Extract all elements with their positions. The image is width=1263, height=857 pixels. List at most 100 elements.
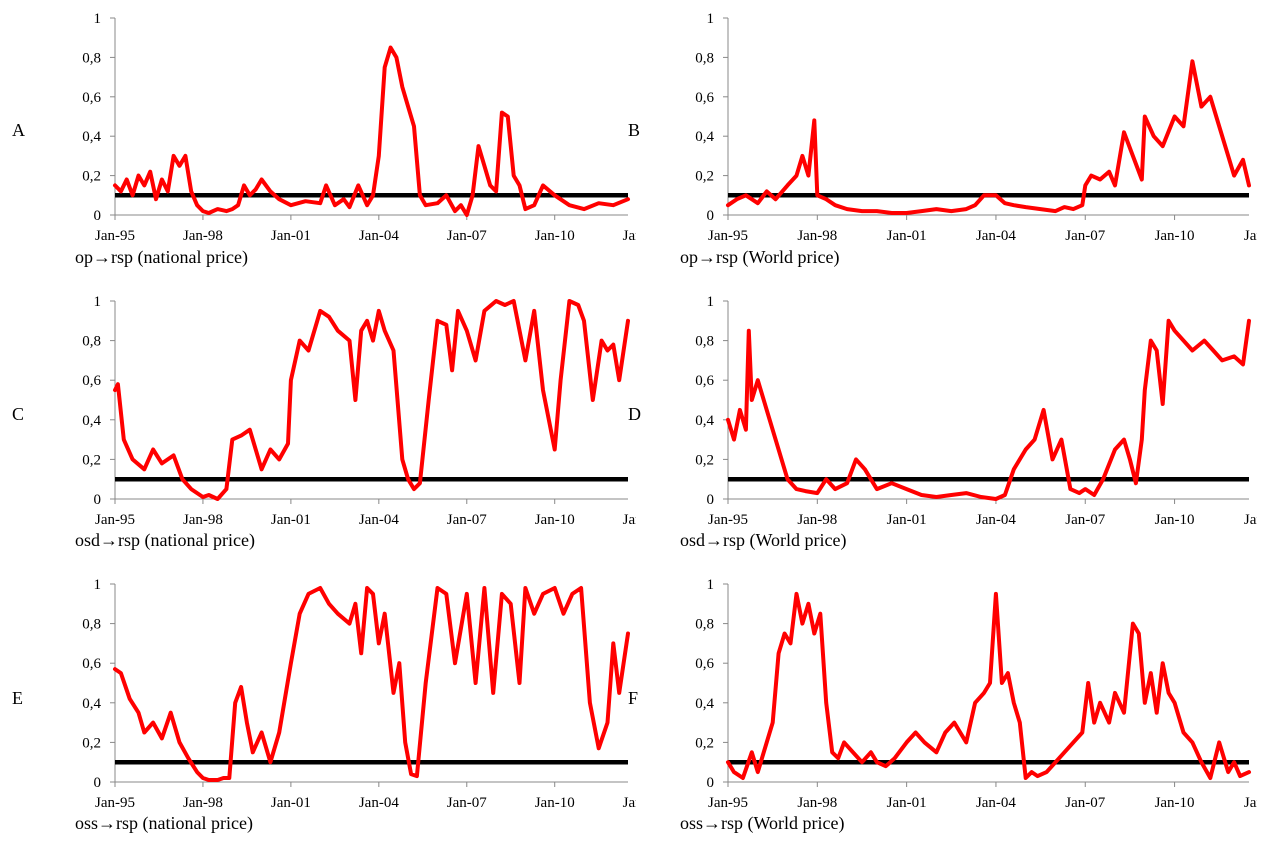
y-tick-label: 0,8 bbox=[695, 334, 714, 350]
x-tick-label: Jan-98 bbox=[183, 228, 223, 244]
x-tick-label: Jan-01 bbox=[271, 228, 311, 244]
y-tick-label: 0,2 bbox=[82, 452, 101, 468]
x-tick-label: Jan-10 bbox=[1155, 795, 1195, 811]
y-tick-label: 0,2 bbox=[82, 735, 101, 751]
x-tick-label: Jan-01 bbox=[271, 795, 311, 811]
y-tick-label: 0,6 bbox=[695, 90, 714, 106]
x-tick-label: Jan-01 bbox=[887, 228, 927, 244]
y-tick-label: 0,6 bbox=[82, 373, 101, 389]
x-tick-label: Jan-13 bbox=[623, 512, 663, 528]
x-tick-label: Jan-95 bbox=[95, 228, 135, 244]
y-tick-label: 0,8 bbox=[695, 617, 714, 633]
panel-caption: op→rsp (World price) bbox=[680, 247, 840, 268]
y-tick-label: 0,4 bbox=[695, 696, 714, 712]
y-tick-label: 0,8 bbox=[82, 617, 101, 633]
panel-letter: F bbox=[628, 688, 638, 708]
panel-letter: C bbox=[12, 404, 24, 424]
panel-caption: osd→rsp (World price) bbox=[680, 530, 847, 551]
y-tick-label: 0,6 bbox=[82, 656, 101, 672]
x-tick-label: Jan-07 bbox=[447, 795, 487, 811]
x-tick-label: Jan-10 bbox=[535, 512, 575, 528]
y-tick-label: 0 bbox=[707, 775, 715, 791]
series-line bbox=[726, 591, 1251, 780]
y-tick-label: 0,4 bbox=[695, 129, 714, 145]
x-tick-label: Jan-01 bbox=[271, 512, 311, 528]
y-tick-label: 0 bbox=[94, 492, 102, 508]
x-tick-label: Jan-07 bbox=[1065, 512, 1105, 528]
x-tick-label: Jan-04 bbox=[359, 512, 399, 528]
x-tick-label: Jan-13 bbox=[623, 795, 663, 811]
x-tick-label: Jan-07 bbox=[447, 512, 487, 528]
y-tick-label: 1 bbox=[707, 577, 715, 593]
x-tick-label: Jan-04 bbox=[976, 795, 1016, 811]
panel-caption: oss→rsp (national price) bbox=[75, 813, 253, 834]
x-tick-label: Jan-98 bbox=[797, 795, 837, 811]
x-tick-labels: Jan-95 Jan-98 Jan-01 Jan-04 Jan-07 Jan-10 Jan-… bbox=[95, 228, 663, 244]
y-tick-label: 0 bbox=[707, 208, 715, 224]
series-line bbox=[113, 299, 630, 501]
x-tick-label: Jan-01 bbox=[887, 512, 927, 528]
x-tick-label: Jan-07 bbox=[1065, 795, 1105, 811]
y-tick-label: 0,6 bbox=[695, 656, 714, 672]
series-line bbox=[726, 318, 1251, 501]
x-tick-label: Jan-95 bbox=[95, 512, 135, 528]
x-tick-label: Jan-04 bbox=[359, 795, 399, 811]
x-tick-label: Jan-95 bbox=[708, 512, 748, 528]
x-tick-labels: Jan-95 Jan-98 Jan-01 Jan-04 Jan-07 Jan-10 Jan-… bbox=[95, 795, 663, 811]
panel-caption: op→rsp (national price) bbox=[75, 247, 248, 268]
x-tick-label: Jan-10 bbox=[1155, 512, 1195, 528]
series-line bbox=[113, 45, 630, 217]
y-tick-label: 0,2 bbox=[695, 169, 714, 185]
x-tick-label: Jan-95 bbox=[95, 795, 135, 811]
y-tick-label: 0 bbox=[94, 208, 102, 224]
x-tick-label: Jan-13 bbox=[1244, 228, 1263, 244]
y-tick-label: 0,8 bbox=[82, 50, 101, 66]
x-tick-labels: Jan-95 Jan-98 Jan-01 Jan-04 Jan-07 Jan-10 Jan-… bbox=[95, 512, 663, 528]
y-tick-label: 1 bbox=[94, 11, 102, 27]
y-tick-label: 0,2 bbox=[82, 169, 101, 185]
x-tick-label: Jan-04 bbox=[976, 228, 1016, 244]
x-tick-label: Jan-98 bbox=[183, 512, 223, 528]
x-tick-label: Jan-98 bbox=[183, 795, 223, 811]
x-tick-labels: Jan-95 Jan-98 Jan-01 Jan-04 Jan-07 Jan-10 Jan-… bbox=[708, 512, 1263, 528]
panel-letter: E bbox=[12, 688, 23, 708]
y-tick-label: 0,4 bbox=[82, 413, 101, 429]
panel-letter: A bbox=[12, 120, 25, 140]
panel-letter: B bbox=[628, 120, 640, 140]
x-tick-label: Jan-13 bbox=[623, 228, 663, 244]
x-tick-label: Jan-95 bbox=[708, 228, 748, 244]
panel-letter: D bbox=[628, 404, 641, 424]
y-tick-label: 1 bbox=[707, 294, 715, 310]
y-tick-label: 0,6 bbox=[82, 90, 101, 106]
y-tick-label: 0 bbox=[707, 492, 715, 508]
y-tick-label: 0,8 bbox=[695, 50, 714, 66]
x-tick-label: Jan-13 bbox=[1244, 512, 1263, 528]
panel-caption: osd→rsp (national price) bbox=[75, 530, 255, 551]
series-line bbox=[113, 586, 630, 782]
x-tick-label: Jan-10 bbox=[535, 795, 575, 811]
x-tick-labels: Jan-95 Jan-98 Jan-01 Jan-04 Jan-07 Jan-10 Jan-… bbox=[708, 228, 1263, 244]
x-tick-labels: Jan-95 Jan-98 Jan-01 Jan-04 Jan-07 Jan-10 Jan-… bbox=[708, 795, 1257, 811]
x-tick-label: Jan-10 bbox=[535, 228, 575, 244]
y-tick-label: 1 bbox=[94, 294, 102, 310]
y-tick-label: 0,8 bbox=[82, 334, 101, 350]
y-tick-label: 0,2 bbox=[695, 735, 714, 751]
y-tick-label: 1 bbox=[94, 577, 102, 593]
panel-caption: oss→rsp (World price) bbox=[680, 813, 845, 834]
x-tick-label: Jan-04 bbox=[359, 228, 399, 244]
x-tick-label: Jan-98 bbox=[797, 512, 837, 528]
x-tick-label: Jan-10 bbox=[1155, 228, 1195, 244]
y-tick-label: 0 bbox=[94, 775, 102, 791]
y-tick-label: 0,4 bbox=[695, 413, 714, 429]
x-tick-label: Jan-98 bbox=[797, 228, 837, 244]
series-line bbox=[726, 59, 1251, 215]
x-tick-label: Jan-95 bbox=[708, 795, 748, 811]
y-tick-label: 0,4 bbox=[82, 696, 101, 712]
